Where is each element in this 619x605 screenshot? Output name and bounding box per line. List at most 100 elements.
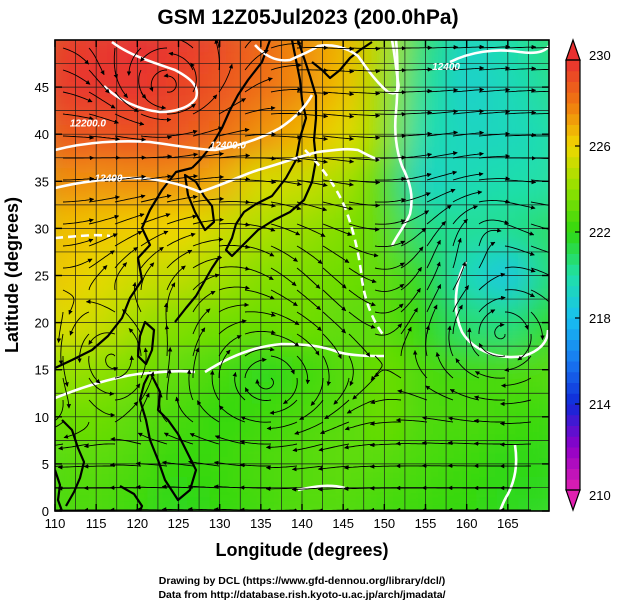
colorbar-tick-label: 214 <box>589 397 611 412</box>
streamline <box>270 201 302 211</box>
streamline <box>400 266 422 291</box>
streamline <box>83 443 116 449</box>
streamline <box>163 432 194 445</box>
streamline <box>530 68 549 71</box>
streamline <box>244 387 272 401</box>
streamline <box>192 94 218 115</box>
streamline <box>218 266 250 271</box>
colorbar-segment <box>566 60 580 72</box>
streamline <box>62 47 90 65</box>
chart-title: GSM 12Z05Jul2023 (200.0hPa) <box>157 6 458 29</box>
streamline <box>85 299 116 313</box>
streamline <box>114 262 128 291</box>
streamline <box>412 350 428 379</box>
streamline <box>348 245 379 258</box>
streamline <box>266 421 298 431</box>
streamline <box>244 179 277 185</box>
streamline <box>270 87 303 93</box>
streamline <box>192 327 206 357</box>
streamline <box>296 267 321 289</box>
coastline-continent-north <box>191 40 272 169</box>
contour-south-west <box>55 369 196 400</box>
streamline <box>292 443 324 453</box>
streamline <box>88 135 121 142</box>
colorbar-segment <box>566 103 580 115</box>
colorbar-segment <box>566 350 580 362</box>
streamline <box>478 109 511 115</box>
streamline <box>140 174 172 181</box>
streamline <box>244 201 276 208</box>
streamline <box>240 416 272 423</box>
contour-12200 <box>55 94 314 152</box>
streamline <box>88 399 116 418</box>
streamline <box>322 157 355 164</box>
streamline <box>323 46 355 51</box>
colorbar-segment <box>566 70 580 82</box>
colorbar-tick-label: 230 <box>589 48 611 63</box>
colorbar-segment <box>566 221 580 233</box>
streamline <box>478 154 511 159</box>
streamline <box>348 157 381 163</box>
streamline <box>56 311 64 343</box>
colorbar-segment <box>566 339 580 351</box>
streamline <box>270 355 295 375</box>
streamline <box>88 377 115 396</box>
colorbar-segment <box>566 382 580 394</box>
contour-cyclone-east <box>454 261 549 359</box>
streamline <box>322 113 355 119</box>
streamline <box>504 66 537 71</box>
colorbar-segment <box>566 113 580 125</box>
streamline <box>426 283 442 313</box>
streamline <box>348 179 381 185</box>
streamline <box>283 377 298 404</box>
streamline <box>322 223 353 236</box>
streamline <box>166 152 199 159</box>
contour-northeast-2 <box>449 45 549 64</box>
streamline <box>426 130 459 137</box>
streamline <box>400 287 421 313</box>
streamline <box>296 113 329 119</box>
x-tick-label: 120 <box>126 516 148 531</box>
streamline <box>58 333 64 366</box>
streamline <box>218 335 242 357</box>
colorbar-segment <box>566 156 580 168</box>
streamline <box>244 330 276 335</box>
y-tick-label: 35 <box>35 174 49 189</box>
streamline <box>63 421 90 439</box>
coastline-vietnam <box>61 419 86 507</box>
field-cell <box>55 40 76 64</box>
streamline <box>501 377 532 388</box>
streamline <box>478 66 511 71</box>
streamline <box>346 399 376 414</box>
streamline <box>426 221 446 247</box>
credit-line-2: Data from http://database.rish.kyoto-u.a… <box>158 589 445 601</box>
coastline-korea <box>183 173 216 232</box>
x-tick-label: 130 <box>209 516 231 531</box>
streamline <box>500 399 532 407</box>
streamline <box>530 267 549 276</box>
streamline <box>374 240 406 248</box>
streamline <box>530 90 549 93</box>
streamline <box>218 244 251 249</box>
streamline <box>530 157 549 159</box>
streamline <box>88 69 110 94</box>
streamline <box>218 405 246 423</box>
colorbar-segment <box>566 479 580 491</box>
streamline <box>209 370 220 401</box>
streamline <box>374 262 405 270</box>
streamline <box>88 233 118 247</box>
streamline <box>270 333 300 347</box>
streamline <box>189 433 220 445</box>
colorbar-segment <box>566 457 580 469</box>
x-axis: 110 115 120 125 130 135 140 145 150 155 160 165 <box>45 40 519 531</box>
streamline <box>161 460 194 467</box>
streamline <box>348 113 381 118</box>
streamline <box>452 65 485 71</box>
coastline-indochina <box>55 469 64 511</box>
streamline <box>517 333 532 361</box>
streamline <box>504 355 532 372</box>
streamline <box>140 213 171 225</box>
coastlines <box>55 40 373 511</box>
streamline <box>452 151 484 159</box>
streamline <box>88 113 119 124</box>
